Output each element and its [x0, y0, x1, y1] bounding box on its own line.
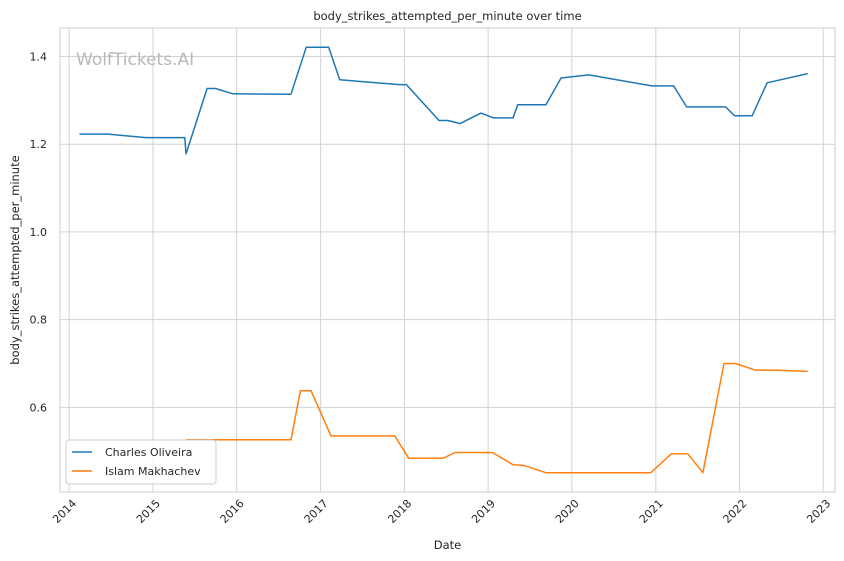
series-lines	[79, 46, 808, 474]
x-axis-ticks: 2014 2015 2016 2017 2018 2019 2020 2021 2022 2023	[50, 497, 833, 526]
x-tick-label: 2018	[385, 497, 414, 526]
legend: Charles Oliveira Islam Makhachev	[65, 439, 217, 485]
y-axis-label: body_strikes_attempted_per_minute	[8, 155, 22, 364]
grid-lines	[60, 28, 835, 492]
x-tick-label: 2015	[134, 497, 163, 526]
x-tick-label: 2022	[721, 497, 750, 526]
legend-label-charles-oliveira: Charles Oliveira	[105, 446, 192, 459]
series-line-charles-oliveira	[79, 46, 808, 155]
y-tick-label: 0.6	[30, 401, 48, 414]
x-tick-label: 2023	[804, 497, 833, 526]
x-tick-label: 2014	[50, 497, 79, 526]
y-tick-label: 1.2	[30, 138, 48, 151]
y-tick-label: 1.0	[30, 226, 48, 239]
y-tick-label: 1.4	[30, 51, 48, 64]
y-tick-label: 0.8	[30, 314, 48, 327]
x-tick-label: 2020	[553, 497, 582, 526]
x-axis-label: Date	[434, 538, 462, 552]
x-tick-label: 2021	[637, 497, 666, 526]
series-line-islam-makhachev	[186, 362, 808, 474]
watermark: WolfTickets.AI	[76, 50, 194, 70]
x-tick-label: 2016	[218, 497, 247, 526]
legend-box	[65, 439, 217, 485]
y-axis-ticks: 0.6 0.8 1.0 1.2 1.4	[30, 51, 48, 415]
legend-label-islam-makhachev: Islam Makhachev	[105, 465, 201, 478]
x-tick-label: 2017	[302, 497, 331, 526]
chart-title: body_strikes_attempted_per_minute over t…	[313, 9, 581, 23]
plot-frame	[59, 27, 836, 493]
x-tick-label: 2019	[469, 497, 498, 526]
